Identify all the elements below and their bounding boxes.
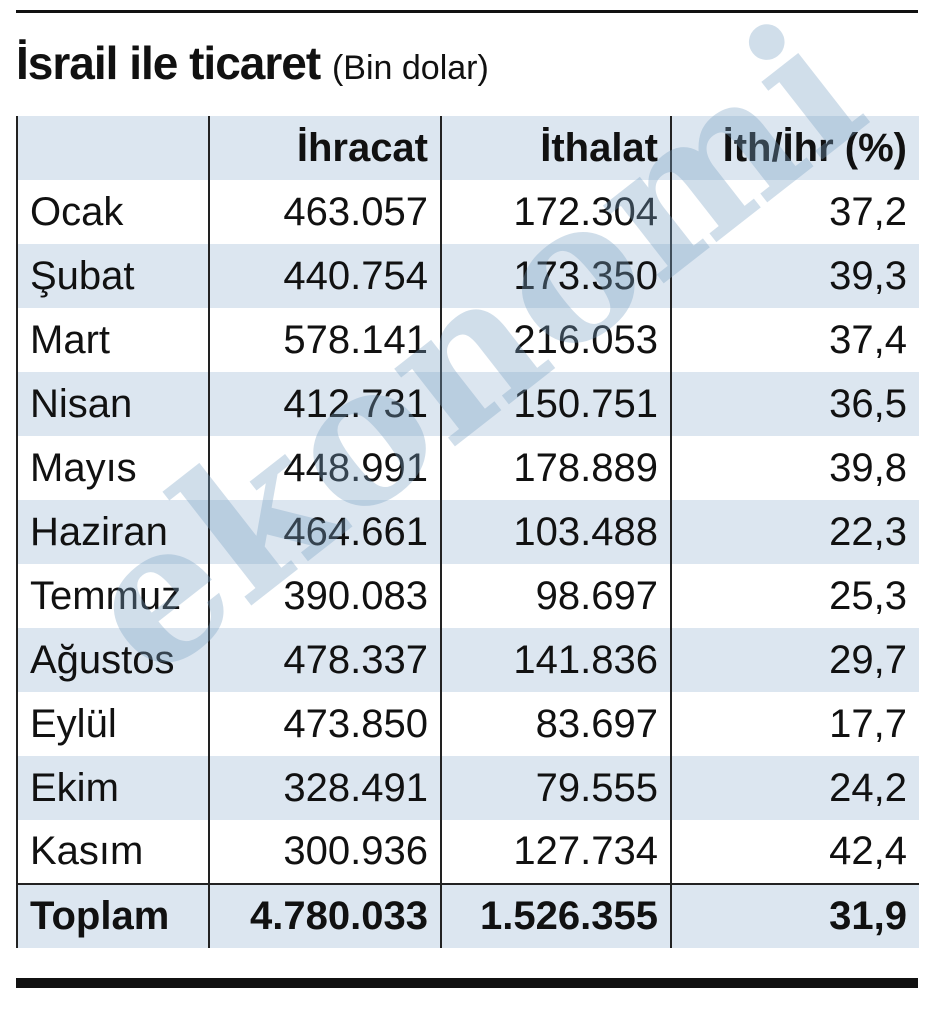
table-row: Kasım 300.936 127.734 42,4 [16,820,919,884]
cell: 178.889 [440,436,671,500]
cell: 83.697 [440,692,671,756]
cell: 478.337 [208,628,441,692]
row-label: Şubat [16,244,209,308]
cell: 173.350 [440,244,671,308]
cell: 98.697 [440,564,671,628]
cell: 36,5 [670,372,919,436]
row-label: Eylül [16,692,209,756]
total-cell: 4.780.033 [208,883,441,948]
title: İsrail ile ticaret [16,37,321,89]
column-header: İthalat [440,116,671,180]
cell: 464.661 [208,500,441,564]
row-label: Haziran [16,500,209,564]
table-row: Mart 578.141 216.053 37,4 [16,308,919,372]
cell: 440.754 [208,244,441,308]
table-row: Ekim 328.491 79.555 24,2 [16,756,919,820]
cell: 37,2 [670,180,919,244]
cell: 473.850 [208,692,441,756]
cell: 328.491 [208,756,441,820]
cell: 79.555 [440,756,671,820]
row-label: Mart [16,308,209,372]
cell: 172.304 [440,180,671,244]
cell: 300.936 [208,820,441,884]
cell: 42,4 [670,820,919,884]
cell: 103.488 [440,500,671,564]
cell: 39,8 [670,436,919,500]
cell: 29,7 [670,628,919,692]
row-label: Ekim [16,756,209,820]
cell: 24,2 [670,756,919,820]
total-label: Toplam [16,883,209,948]
table-row: Temmuz 390.083 98.697 25,3 [16,564,919,628]
bottom-rule [16,978,918,988]
table-row: Şubat 440.754 173.350 39,3 [16,244,919,308]
cell: 390.083 [208,564,441,628]
table-row: Nisan 412.731 150.751 36,5 [16,372,919,436]
table-row: Eylül 473.850 83.697 17,7 [16,692,919,756]
table-row: Ocak 463.057 172.304 37,2 [16,180,919,244]
cell: 463.057 [208,180,441,244]
table-row: Mayıs 448.991 178.889 39,8 [16,436,919,500]
row-label: Ağustos [16,628,209,692]
row-label: Nisan [16,372,209,436]
column-header: İhracat [208,116,441,180]
cell: 578.141 [208,308,441,372]
cell: 39,3 [670,244,919,308]
cell: 25,3 [670,564,919,628]
cell: 412.731 [208,372,441,436]
row-label: Ocak [16,180,209,244]
table-row: Ağustos 478.337 141.836 29,7 [16,628,919,692]
table-row: Haziran 464.661 103.488 22,3 [16,500,919,564]
row-label: Mayıs [16,436,209,500]
cell: 141.836 [440,628,671,692]
cell: 37,4 [670,308,919,372]
cell: 17,7 [670,692,919,756]
total-row: Toplam 4.780.033 1.526.355 31,9 [16,883,919,948]
top-rule [16,10,918,13]
cell: 22,3 [670,500,919,564]
row-label: Kasım [16,820,209,884]
table-body: Ocak 463.057 172.304 37,2 Şubat 440.754 173.35… [16,180,919,948]
cell: 216.053 [440,308,671,372]
cell: 448.991 [208,436,441,500]
subtitle: (Bin dolar) [331,49,489,87]
cell: 127.734 [440,820,671,884]
corner-cell [16,116,209,180]
trade-table: İhracat İthalat İth/İhr (%) Ocak 463.057 172… [16,116,919,948]
row-label: Temmuz [16,564,209,628]
total-cell: 1.526.355 [440,883,671,948]
cell: 150.751 [440,372,671,436]
column-header: İth/İhr (%) [670,116,919,180]
total-cell: 31,9 [670,883,919,948]
title-block: İsrail ile ticaret (Bin dolar) [16,36,489,90]
header-row: İhracat İthalat İth/İhr (%) [16,116,919,180]
